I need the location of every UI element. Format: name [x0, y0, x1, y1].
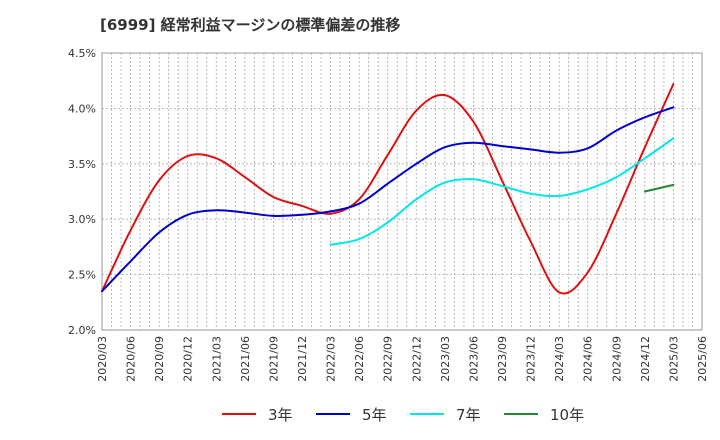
x-tick-label: 2020/09 [153, 336, 166, 382]
x-tick-label: 2020/03 [96, 336, 109, 382]
series-line-2 [101, 106, 675, 293]
x-tick-label: 2022/06 [353, 336, 366, 382]
legend-swatch [410, 413, 444, 415]
legend-swatch [504, 413, 538, 415]
grid-layer [101, 52, 703, 331]
x-tick-label: 2021/06 [239, 336, 252, 382]
series-line-1 [101, 83, 675, 295]
legend-swatch [222, 413, 256, 415]
x-tick-label: 2023/12 [525, 336, 538, 382]
y-tick-label: 3.5% [68, 158, 96, 171]
legend-item: 10年 [504, 404, 584, 424]
x-tick-label: 2022/03 [325, 336, 338, 382]
legend-label: 10年 [550, 405, 585, 424]
x-tick-label: 2020/12 [182, 336, 195, 382]
legend-label: 5年 [362, 405, 387, 424]
series-line-4 [643, 183, 675, 193]
legend-swatch [316, 413, 350, 415]
x-tick-label: 2023/03 [439, 336, 452, 382]
x-tick-label: 2022/12 [410, 336, 423, 382]
legend-label: 3年 [268, 405, 293, 424]
chart-title: [6999] 経常利益マージンの標準偏差の推移 [100, 16, 401, 34]
legend: 3年 5年 7年 10年 [0, 400, 720, 430]
axis-layer: 2020/03 2020/06 2020/09 2020/12 2021/03 2021/… [68, 47, 709, 382]
x-tick-label: 2021/03 [210, 336, 223, 382]
x-tick-label: 2020/06 [125, 336, 138, 382]
series-layer [101, 83, 675, 295]
x-tick-label: 2021/09 [267, 336, 280, 382]
y-tick-label: 2.5% [68, 269, 96, 282]
legend-label: 7年 [456, 405, 481, 424]
x-tick-label: 2025/03 [667, 336, 680, 382]
legend-item: 5年 [316, 404, 387, 424]
legend-item: 7年 [410, 404, 481, 424]
y-tick-label: 4.5% [68, 47, 96, 60]
x-tick-label: 2024/06 [582, 336, 595, 382]
x-tick-label: 2024/12 [639, 336, 652, 382]
series-line-3 [329, 137, 675, 246]
y-tick-label: 3.0% [68, 213, 96, 226]
y-tick-label: 4.0% [68, 102, 96, 115]
x-tick-label: 2023/06 [467, 336, 480, 382]
legend-item: 3年 [222, 404, 293, 424]
x-tick-label: 2024/03 [553, 336, 566, 382]
x-tick-label: 2021/12 [296, 336, 309, 382]
plot-frame [101, 52, 703, 331]
x-tick-label: 2022/09 [382, 336, 395, 382]
x-tick-label: 2023/09 [496, 336, 509, 382]
x-tick-label: 2024/09 [610, 336, 623, 382]
y-tick-label: 2.0% [68, 324, 96, 337]
x-tick-label: 2025/06 [696, 336, 709, 382]
line-chart: 2020/03 2020/06 2020/09 2020/12 2021/03 2021/… [68, 47, 709, 382]
